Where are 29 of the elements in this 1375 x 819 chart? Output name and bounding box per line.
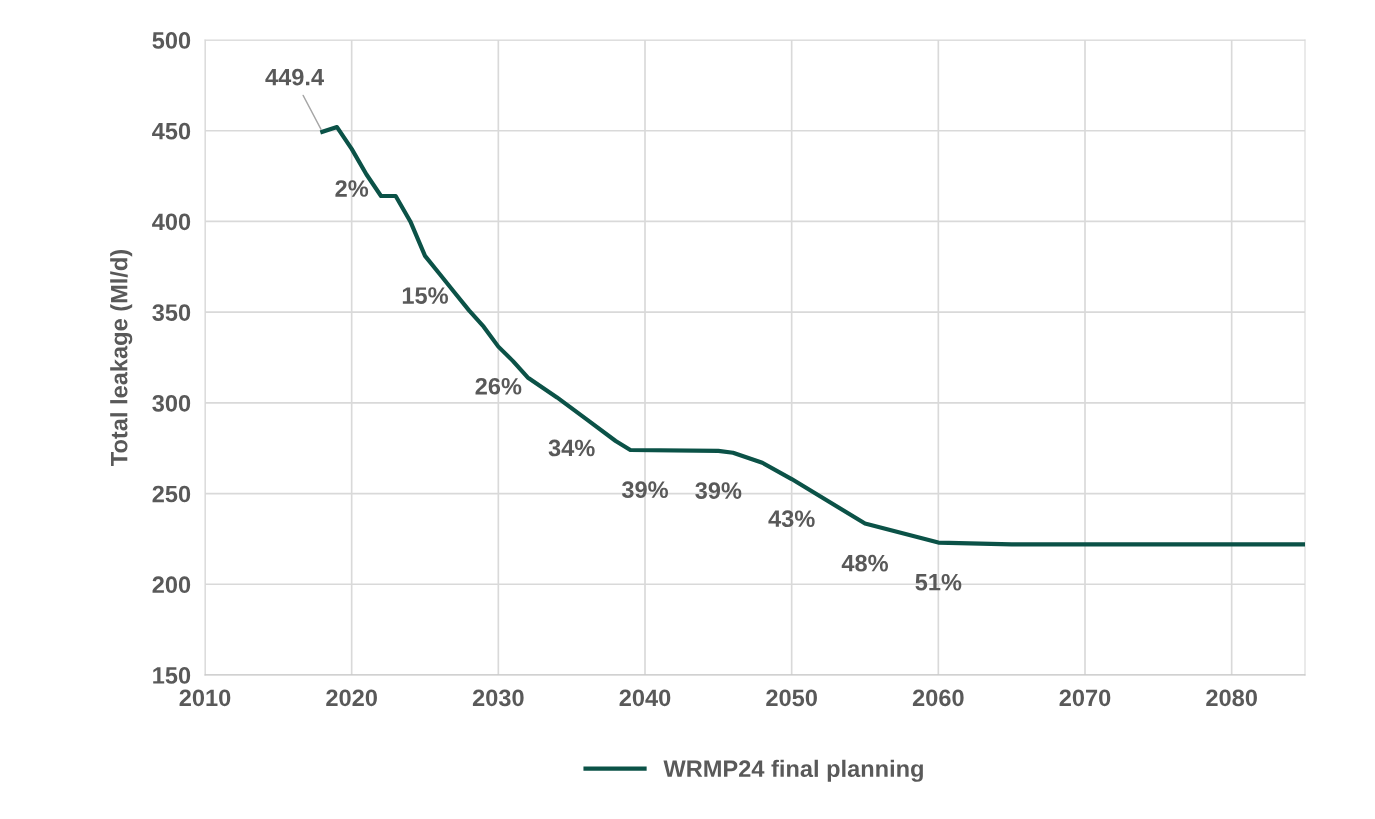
y-tick-label: 200 bbox=[152, 576, 191, 594]
line-series bbox=[320, 125, 1305, 547]
annotation: 39% bbox=[695, 482, 742, 499]
y-axis-title: Total leakage (Ml/d) bbox=[110, 249, 133, 466]
annotation: 15% bbox=[402, 287, 449, 304]
legend-label: WRMP24 final planning bbox=[663, 759, 923, 782]
x-tick-label: 2070 bbox=[1059, 689, 1111, 707]
annotation: 26% bbox=[475, 377, 522, 395]
y-tick-label: 300 bbox=[152, 394, 191, 412]
y-tick-label: 500 bbox=[152, 32, 191, 49]
y-tick-label: 350 bbox=[152, 304, 191, 321]
annotation: 39% bbox=[621, 481, 669, 499]
annotation: 2% bbox=[335, 180, 369, 197]
x-tick-label: 2060 bbox=[912, 689, 964, 707]
annotation: 43% bbox=[768, 510, 815, 528]
x-tick-label: 2030 bbox=[472, 689, 524, 707]
annotation: 48% bbox=[841, 554, 889, 572]
y-tick-label: 400 bbox=[152, 213, 191, 231]
annotation: 51% bbox=[915, 573, 962, 591]
y-tick-label: 450 bbox=[152, 122, 191, 140]
annotation: 449.4 bbox=[265, 68, 324, 86]
x-tick-label: 2050 bbox=[766, 689, 817, 707]
x-tick-label: 2040 bbox=[619, 689, 671, 707]
x-tick-label: 2010 bbox=[179, 689, 231, 707]
x-tick-label: 2020 bbox=[326, 689, 377, 707]
y-tick-label: 150 bbox=[153, 667, 191, 684]
y-tick-label: 250 bbox=[152, 485, 191, 503]
annotation: 34% bbox=[548, 439, 595, 457]
x-tick-label: 2080 bbox=[1206, 689, 1257, 707]
